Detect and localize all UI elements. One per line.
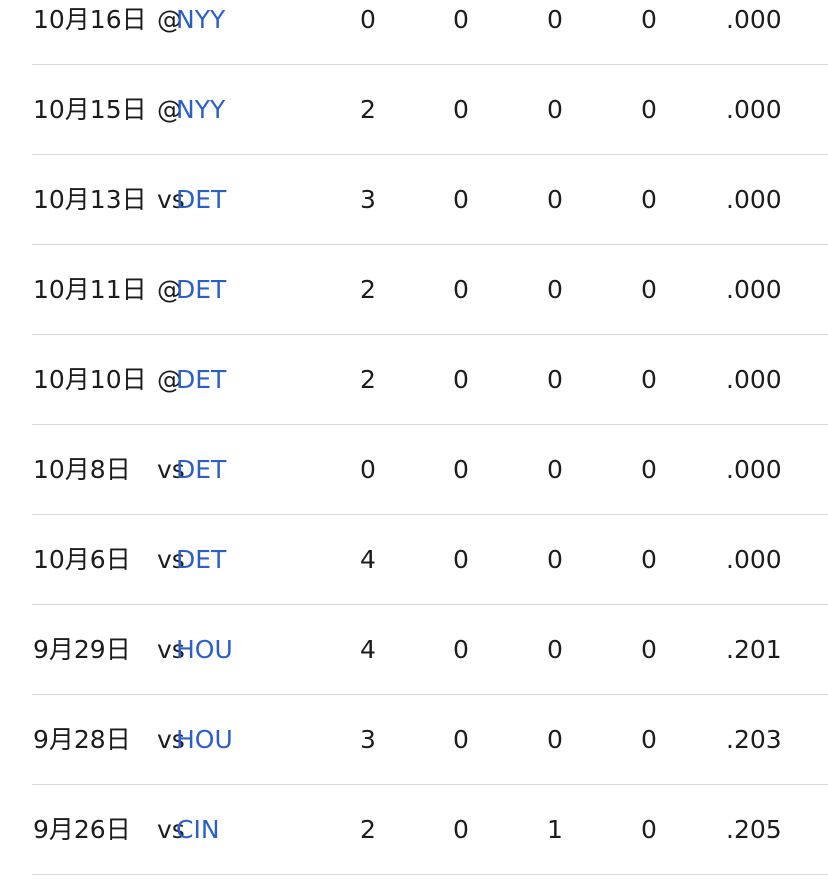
batting-average: .000: [726, 275, 782, 304]
stat-column-3: 0: [547, 95, 563, 124]
opponent-link[interactable]: HOU: [176, 635, 233, 664]
opponent-link[interactable]: DET: [176, 275, 227, 304]
opponent-link[interactable]: DET: [176, 545, 227, 574]
home-away-indicator: vs: [157, 185, 185, 214]
game-date: 9月28日: [33, 725, 131, 754]
table-row[interactable]: 10月13日 vs DET 3 0 0 0 .000: [32, 155, 828, 245]
stat-column-3: 0: [547, 635, 563, 664]
stat-column-3: 1: [547, 815, 563, 844]
stat-column-4: 0: [641, 725, 657, 754]
table-row[interactable]: 9月26日 vs CIN 2 0 1 0 .205: [32, 785, 828, 875]
game-date: 9月29日: [33, 635, 131, 664]
stat-column-2: 0: [453, 185, 469, 214]
game-date: 10月10日: [33, 365, 147, 394]
table-row[interactable]: 10月15日 @ NYY 2 0 0 0 .000: [32, 65, 828, 155]
game-date: 10月16日: [33, 5, 147, 34]
batting-average: .203: [726, 725, 782, 754]
game-date: 10月8日: [33, 455, 131, 484]
home-away-indicator: vs: [157, 545, 185, 574]
stat-column-2: 0: [453, 725, 469, 754]
opponent-link[interactable]: CIN: [176, 815, 220, 844]
stat-column-4: 0: [641, 5, 657, 34]
stat-column-2: 0: [453, 815, 469, 844]
stat-column-2: 0: [453, 545, 469, 574]
batting-average: .000: [726, 5, 782, 34]
batting-average: .000: [726, 365, 782, 394]
stat-column-4: 0: [641, 815, 657, 844]
stat-column-1: 4: [360, 635, 376, 664]
opponent-link[interactable]: DET: [176, 455, 227, 484]
table-row[interactable]: 10月6日 vs DET 4 0 0 0 .000: [32, 515, 828, 605]
stat-column-1: 2: [360, 365, 376, 394]
stat-column-1: 2: [360, 95, 376, 124]
home-away-indicator: @: [157, 95, 182, 124]
home-away-indicator: vs: [157, 635, 185, 664]
stat-column-4: 0: [641, 365, 657, 394]
game-date: 9月26日: [33, 815, 131, 844]
stat-column-3: 0: [547, 365, 563, 394]
stat-column-2: 0: [453, 455, 469, 484]
home-away-indicator: @: [157, 5, 182, 34]
home-away-indicator: @: [157, 365, 182, 394]
table-row[interactable]: 10月10日 @ DET 2 0 0 0 .000: [32, 335, 828, 425]
stat-column-3: 0: [547, 275, 563, 304]
stat-column-3: 0: [547, 455, 563, 484]
stat-column-2: 0: [453, 95, 469, 124]
home-away-indicator: @: [157, 275, 182, 304]
batting-average: .000: [726, 545, 782, 574]
stat-column-2: 0: [453, 635, 469, 664]
opponent-link[interactable]: NYY: [176, 5, 226, 34]
stat-column-4: 0: [641, 455, 657, 484]
stat-column-3: 0: [547, 185, 563, 214]
game-date: 10月15日: [33, 95, 147, 124]
table-row[interactable]: 9月28日 vs HOU 3 0 0 0 .203: [32, 695, 828, 785]
stat-column-1: 4: [360, 545, 376, 574]
stat-column-1: 2: [360, 815, 376, 844]
stat-column-4: 0: [641, 95, 657, 124]
table-row[interactable]: 10月11日 @ DET 2 0 0 0 .000: [32, 245, 828, 335]
stat-column-1: 3: [360, 185, 376, 214]
batting-average: .000: [726, 185, 782, 214]
game-date: 10月13日: [33, 185, 147, 214]
stat-column-3: 0: [547, 545, 563, 574]
stat-column-1: 0: [360, 455, 376, 484]
game-date: 10月6日: [33, 545, 131, 574]
stat-column-4: 0: [641, 545, 657, 574]
stat-column-4: 0: [641, 185, 657, 214]
opponent-link[interactable]: DET: [176, 185, 227, 214]
home-away-indicator: vs: [157, 815, 185, 844]
table-row[interactable]: 9月29日 vs HOU 4 0 0 0 .201: [32, 605, 828, 695]
stat-column-3: 0: [547, 5, 563, 34]
home-away-indicator: vs: [157, 455, 185, 484]
stat-column-2: 0: [453, 5, 469, 34]
stat-column-1: 0: [360, 5, 376, 34]
batting-average: .000: [726, 95, 782, 124]
batting-average: .201: [726, 635, 782, 664]
stat-column-2: 0: [453, 365, 469, 394]
stat-column-4: 0: [641, 275, 657, 304]
table-row[interactable]: 10月8日 vs DET 0 0 0 0 .000: [32, 425, 828, 515]
opponent-link[interactable]: DET: [176, 365, 227, 394]
table-row[interactable]: 10月16日 @ NYY 0 0 0 0 .000: [32, 0, 828, 65]
stat-column-1: 2: [360, 275, 376, 304]
home-away-indicator: vs: [157, 725, 185, 754]
batting-average: .000: [726, 455, 782, 484]
opponent-link[interactable]: HOU: [176, 725, 233, 754]
game-date: 10月11日: [33, 275, 147, 304]
stat-column-3: 0: [547, 725, 563, 754]
stat-column-1: 3: [360, 725, 376, 754]
batting-average: .205: [726, 815, 782, 844]
stat-column-2: 0: [453, 275, 469, 304]
opponent-link[interactable]: NYY: [176, 95, 226, 124]
stat-column-4: 0: [641, 635, 657, 664]
